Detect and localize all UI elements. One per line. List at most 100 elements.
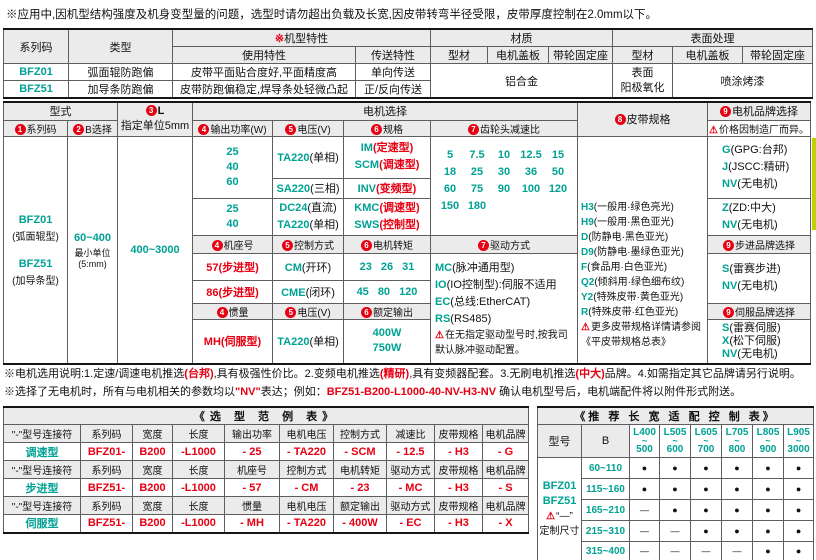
fit-cell: ●: [782, 499, 815, 521]
header-cell: 系列码: [80, 424, 133, 443]
series-type: 加导条防跑偏: [68, 80, 173, 99]
subheader-rated-output: 6 额定输出: [343, 302, 431, 320]
brand-group-brushless: Z(ZD:中大) NV(无电机): [707, 197, 811, 236]
fit-header-l705: L705 ~800: [721, 424, 753, 458]
example-header-row: "-"型号连接符 系列码 宽度 长度 惯量 电机电压 额定输出 驱动方式 皮带规…: [3, 496, 530, 515]
header-connector: "-"型号连接符: [3, 496, 81, 515]
col-header-use: 使用特性: [172, 46, 356, 64]
series-spec-table: 系列码 类型 ※机型特性 材质 表面处理 使用特性 传送特性 型材 电机盖板 带…: [3, 28, 814, 99]
col-header-feature: ※机型特性: [172, 28, 431, 47]
value-cell: - MC: [386, 478, 435, 497]
motor-selection-note: ※电机选用说明:1.定速/调速电机推选(台邦),具有极强性价比。2.变频电机推选…: [4, 368, 801, 380]
subheader-inertia: 4 惯量: [192, 302, 273, 320]
fit-cell: ●: [721, 520, 753, 542]
b-range: 60~110: [581, 457, 630, 479]
fit-cell: ●: [690, 520, 722, 542]
brand-group-servo: S(雷赛伺服) X(松下伺服) NV(无电机): [707, 318, 811, 365]
circled-6-icon: 6: [371, 123, 382, 135]
fit-header-l605: L605 ~700: [690, 424, 722, 458]
fit-cell: —: [659, 520, 691, 542]
table-row: BFZ51 加导条防跑偏 皮带防跑偏稳定,焊导条处轻微凸起 正/反向传送: [3, 80, 813, 99]
header-cell: 系列码: [80, 460, 133, 479]
series-type: 弧面辊防跑偏: [68, 63, 173, 81]
header-brand-select: 9 电机品牌选择: [707, 101, 811, 121]
subheader-servo-brand: 9 伺服品牌选择: [707, 302, 811, 320]
circled-6-icon: 6: [361, 306, 372, 318]
header-cell: 惯量: [224, 496, 280, 515]
frame-86: 86(步进型): [192, 279, 273, 304]
header-cell: 驱动方式: [386, 496, 435, 515]
circled-1-icon: 1: [14, 123, 26, 135]
no-motor-note: ※选择了无电机时，所有与电机相关的参数均以"NV"表达；例如：BFZ51-B20…: [4, 386, 742, 398]
fit-cell: ●: [782, 457, 815, 479]
fit-header-b: B: [581, 424, 630, 458]
gear-ratio-cell: 5 7.5 10 12.5 15 18 25 30 36 50 60 75 90 100 120 150…: [430, 135, 578, 236]
warning-icon: ⚠: [435, 330, 444, 342]
fit-cell: ●: [659, 478, 691, 500]
header-cell: 电机品牌: [481, 424, 530, 443]
belt-spec-cell: H3(一般用·绿色亮光) H9(一般用·黑色亚光) D(防静电·黑色亚光) D9…: [577, 135, 708, 365]
value-cell: - 25: [224, 442, 280, 461]
header-cell: 驱动方式: [386, 460, 435, 479]
example-value-row: 伺服型 BFZ51- B200 -L1000 - MH - TA220 - 40…: [3, 514, 530, 533]
value-cell: B200: [132, 442, 173, 461]
subheader-torque: 6 电机转矩: [343, 234, 431, 254]
header-cell: 电机品牌: [481, 460, 530, 479]
header-cell: 控制方式: [279, 460, 334, 479]
value-cell: B200: [132, 514, 173, 533]
header-motor-select: 电机选择: [192, 101, 578, 121]
fit-cell: ●: [752, 541, 784, 560]
fit-cell: ●: [690, 457, 722, 479]
b-range: 115~160: [581, 478, 630, 500]
col-header-motor-cover: 电机盖板: [487, 46, 549, 64]
value-cell: -L1000: [172, 442, 225, 461]
torque-values-1: 23 26 31: [343, 252, 431, 281]
frame-57: 57(步进型): [192, 252, 273, 281]
header-spec: 6 规格: [343, 119, 431, 137]
fit-cell: ●: [721, 499, 753, 521]
fit-header-l905: L905 ~3000: [782, 424, 815, 458]
value-cell: -L1000: [172, 478, 225, 497]
header-cell: 长度: [172, 424, 225, 443]
transfer-feature: 正/反向传送: [355, 80, 431, 99]
value-cell: B200: [132, 478, 173, 497]
series-code: BFZ51: [3, 80, 69, 99]
value-cell: - G: [481, 442, 530, 461]
value-cell: BFZ51-: [80, 478, 133, 497]
fit-cell: ●: [782, 541, 815, 560]
drive-mode-cell: MC(脉冲通用型) IO(IO控制型):伺服不适用 EC(总线:EtherCAT…: [430, 252, 578, 365]
value-cell: - H3: [434, 442, 483, 461]
header-cell: 电机转矩: [333, 460, 387, 479]
header-cell: 控制方式: [333, 424, 387, 443]
power-25-40: 25 40: [192, 197, 273, 236]
voltage-sa220: SA220(三相): [272, 177, 344, 199]
surface-paint-value: 喷涂烤漆: [672, 63, 814, 99]
header-cell: 皮带规格: [434, 424, 483, 443]
circled-3-icon: 3: [145, 105, 157, 117]
col-header-profile2: 型材: [612, 46, 674, 64]
transfer-feature: 单向传送: [355, 63, 431, 81]
fit-cell: ●: [752, 478, 784, 500]
fit-header-l805: L805 ~900: [752, 424, 784, 458]
header-cell: 额定输出: [333, 496, 387, 515]
circled-7-icon: 7: [478, 239, 489, 251]
fit-cell: ●: [721, 457, 753, 479]
value-cell: - MH: [224, 514, 280, 533]
subheader-step-brand: 9 步进品牌选择: [707, 234, 811, 254]
header-cell: 输出功率: [224, 424, 280, 443]
brand-price-warning: ⚠价格因制造厂而异。: [707, 119, 811, 137]
value-cell: - 400W: [333, 514, 387, 533]
fit-row: 165~210 — ● ● ● ● ●: [538, 499, 815, 521]
circled-9-icon: 9: [723, 306, 734, 318]
value-cell: - S: [481, 478, 530, 497]
spec-inv: INV(变频型): [343, 177, 431, 199]
warning-icon: ⚠: [709, 124, 718, 136]
col-header-profile: 型材: [430, 46, 488, 64]
header-series-code: 1 系列码: [3, 119, 68, 137]
fit-cell: ●: [752, 457, 784, 479]
fit-row: 315~400 — — — — ● ●: [538, 541, 815, 560]
header-model: 型式: [3, 101, 118, 121]
example-header-row: "-"型号连接符 系列码 宽度 长度 机座号 控制方式 电机转矩 驱动方式 皮带…: [3, 460, 530, 479]
